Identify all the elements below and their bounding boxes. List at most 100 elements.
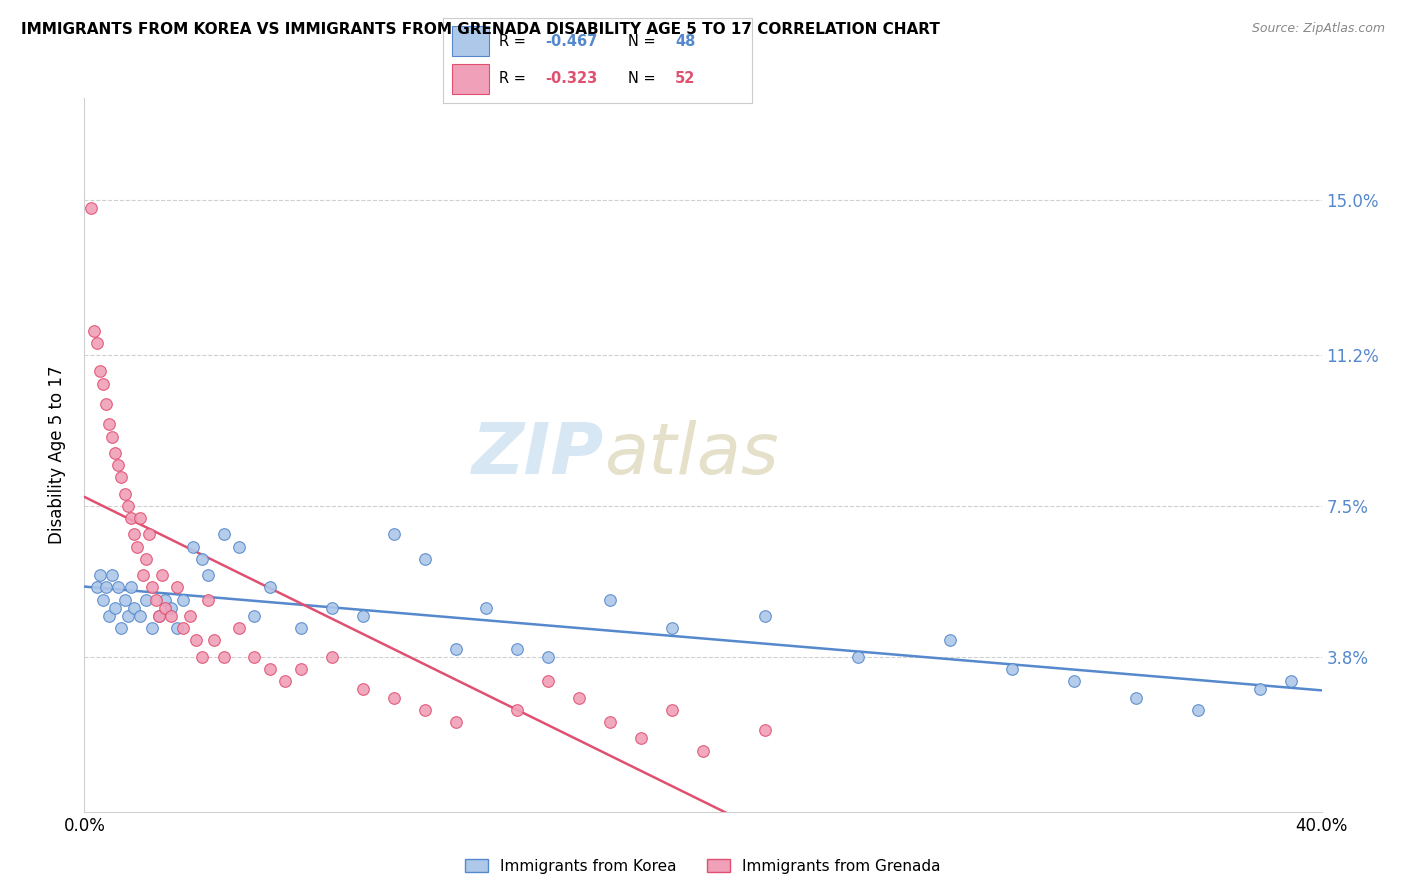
Text: IMMIGRANTS FROM KOREA VS IMMIGRANTS FROM GRENADA DISABILITY AGE 5 TO 17 CORRELAT: IMMIGRANTS FROM KOREA VS IMMIGRANTS FROM…: [21, 22, 941, 37]
Text: R =: R =: [499, 71, 530, 87]
Point: [145, 592, 167, 607]
Legend: Immigrants from Korea, Immigrants from Grenada: Immigrants from Korea, Immigrants from G…: [458, 853, 948, 880]
Point: [630, 731, 652, 746]
Point: [212, 527, 235, 541]
Point: [129, 511, 152, 525]
Point: [114, 592, 136, 607]
Point: [101, 429, 124, 443]
Point: [197, 568, 219, 582]
Point: [352, 609, 374, 624]
Point: [1249, 682, 1271, 697]
Point: [181, 540, 204, 554]
Point: [160, 609, 183, 624]
Point: [114, 486, 136, 500]
Point: [537, 674, 560, 689]
Point: [153, 600, 176, 615]
Point: [846, 649, 869, 664]
Text: Source: ZipAtlas.com: Source: ZipAtlas.com: [1251, 22, 1385, 36]
Point: [89, 364, 111, 378]
Point: [107, 581, 129, 595]
Point: [94, 581, 117, 595]
Point: [382, 690, 405, 705]
Point: [444, 714, 467, 729]
Point: [1187, 703, 1209, 717]
Point: [475, 600, 498, 615]
Point: [352, 682, 374, 697]
Point: [1001, 662, 1024, 676]
Point: [290, 621, 312, 635]
Text: N =: N =: [628, 71, 661, 87]
Point: [125, 540, 148, 554]
Point: [197, 592, 219, 607]
Point: [382, 527, 405, 541]
Text: R =: R =: [499, 34, 530, 49]
Point: [444, 641, 467, 656]
Point: [83, 324, 105, 338]
Point: [141, 621, 163, 635]
Y-axis label: Disability Age 5 to 17: Disability Age 5 to 17: [48, 366, 66, 544]
Point: [148, 609, 170, 624]
Point: [568, 690, 591, 705]
Point: [129, 609, 152, 624]
Bar: [453, 64, 489, 95]
Point: [321, 600, 343, 615]
Point: [117, 609, 139, 624]
Point: [184, 633, 207, 648]
Point: [661, 703, 683, 717]
Point: [599, 592, 621, 607]
Point: [122, 600, 145, 615]
Point: [179, 609, 201, 624]
Point: [91, 376, 114, 391]
Point: [117, 499, 139, 513]
Point: [413, 703, 436, 717]
Point: [141, 581, 163, 595]
Point: [160, 600, 183, 615]
Point: [89, 568, 111, 582]
Point: [120, 581, 142, 595]
Text: 48: 48: [675, 34, 695, 49]
Point: [212, 649, 235, 664]
Point: [599, 714, 621, 729]
Point: [290, 662, 312, 676]
Point: [506, 641, 529, 656]
Text: ZIP: ZIP: [472, 420, 605, 490]
Point: [138, 527, 160, 541]
Point: [153, 592, 176, 607]
Point: [135, 592, 157, 607]
Bar: [453, 27, 489, 56]
Point: [101, 568, 124, 582]
Point: [506, 703, 529, 717]
Point: [166, 621, 188, 635]
Point: [259, 581, 281, 595]
Point: [202, 633, 225, 648]
Point: [274, 674, 297, 689]
Point: [1063, 674, 1085, 689]
Point: [79, 201, 101, 215]
Text: -0.467: -0.467: [546, 34, 598, 49]
Point: [243, 609, 266, 624]
Point: [98, 417, 121, 432]
Point: [939, 633, 962, 648]
Point: [191, 552, 214, 566]
Point: [132, 568, 155, 582]
Point: [110, 470, 132, 484]
Point: [661, 621, 683, 635]
Point: [228, 540, 250, 554]
Text: N =: N =: [628, 34, 661, 49]
Point: [413, 552, 436, 566]
Point: [86, 581, 108, 595]
Point: [110, 621, 132, 635]
Point: [1125, 690, 1147, 705]
Text: 52: 52: [675, 71, 695, 87]
Point: [98, 609, 121, 624]
Point: [104, 600, 127, 615]
Point: [537, 649, 560, 664]
Point: [191, 649, 214, 664]
Point: [94, 397, 117, 411]
Point: [259, 662, 281, 676]
Point: [692, 743, 714, 757]
Point: [135, 552, 157, 566]
Point: [91, 592, 114, 607]
Point: [148, 609, 170, 624]
Text: atlas: atlas: [605, 420, 779, 490]
